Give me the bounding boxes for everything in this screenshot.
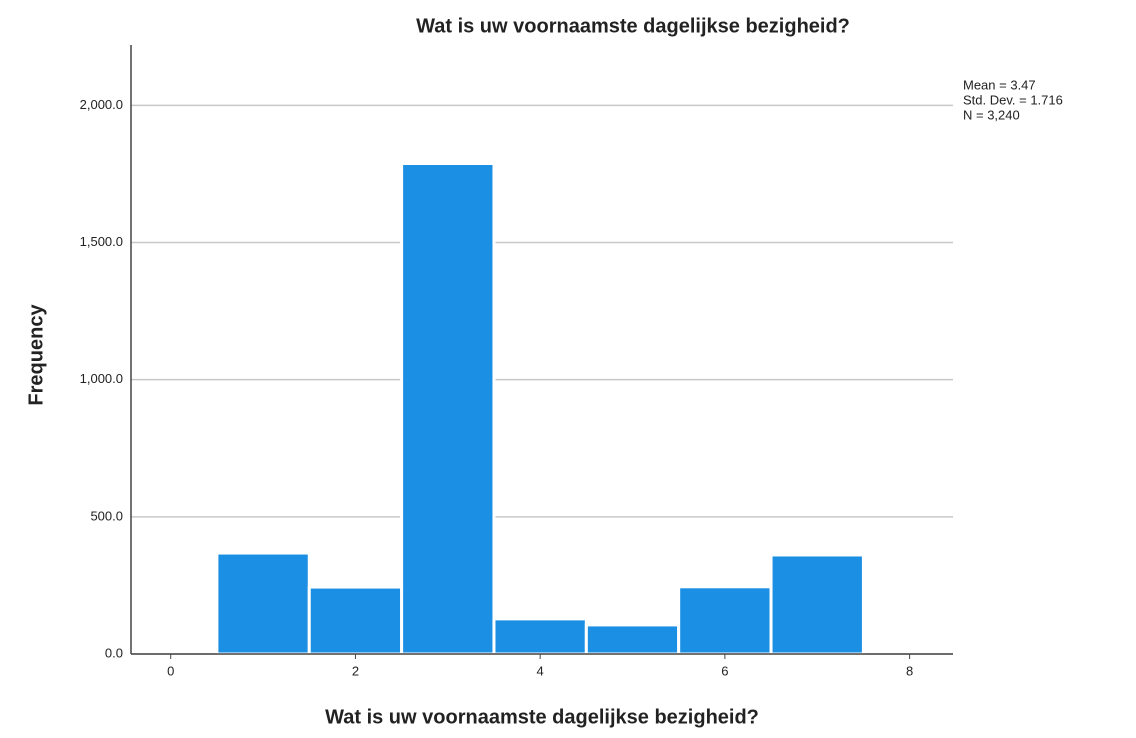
bar xyxy=(400,162,496,656)
stat-label: Std. Dev. = 1.716 xyxy=(963,92,1063,107)
y-tick-label: 0.0 xyxy=(105,645,123,660)
bar xyxy=(492,617,588,656)
bar xyxy=(307,585,404,656)
y-tick-label: 500.0 xyxy=(90,508,123,523)
bar xyxy=(215,551,311,656)
y-tick-label: 1,000.0 xyxy=(80,371,123,386)
x-tick-label: 8 xyxy=(906,663,913,678)
y-axis-title: Frequency xyxy=(25,304,47,406)
bar xyxy=(584,623,681,656)
y-tick-label: 1,500.0 xyxy=(80,234,123,249)
x-tick-label: 0 xyxy=(167,663,174,678)
bar xyxy=(677,585,773,656)
x-tick-label: 2 xyxy=(352,663,359,678)
bar xyxy=(769,553,865,656)
stat-label: N = 3,240 xyxy=(963,107,1020,122)
x-tick-label: 4 xyxy=(537,663,544,678)
chart-title: Wat is uw voornaamste dagelijkse bezighe… xyxy=(416,15,850,37)
y-tick-label: 2,000.0 xyxy=(80,97,123,112)
stat-label: Mean = 3.47 xyxy=(963,77,1036,92)
x-axis-title: Wat is uw voornaamste dagelijkse bezighe… xyxy=(325,706,759,728)
x-tick-label: 6 xyxy=(721,663,728,678)
